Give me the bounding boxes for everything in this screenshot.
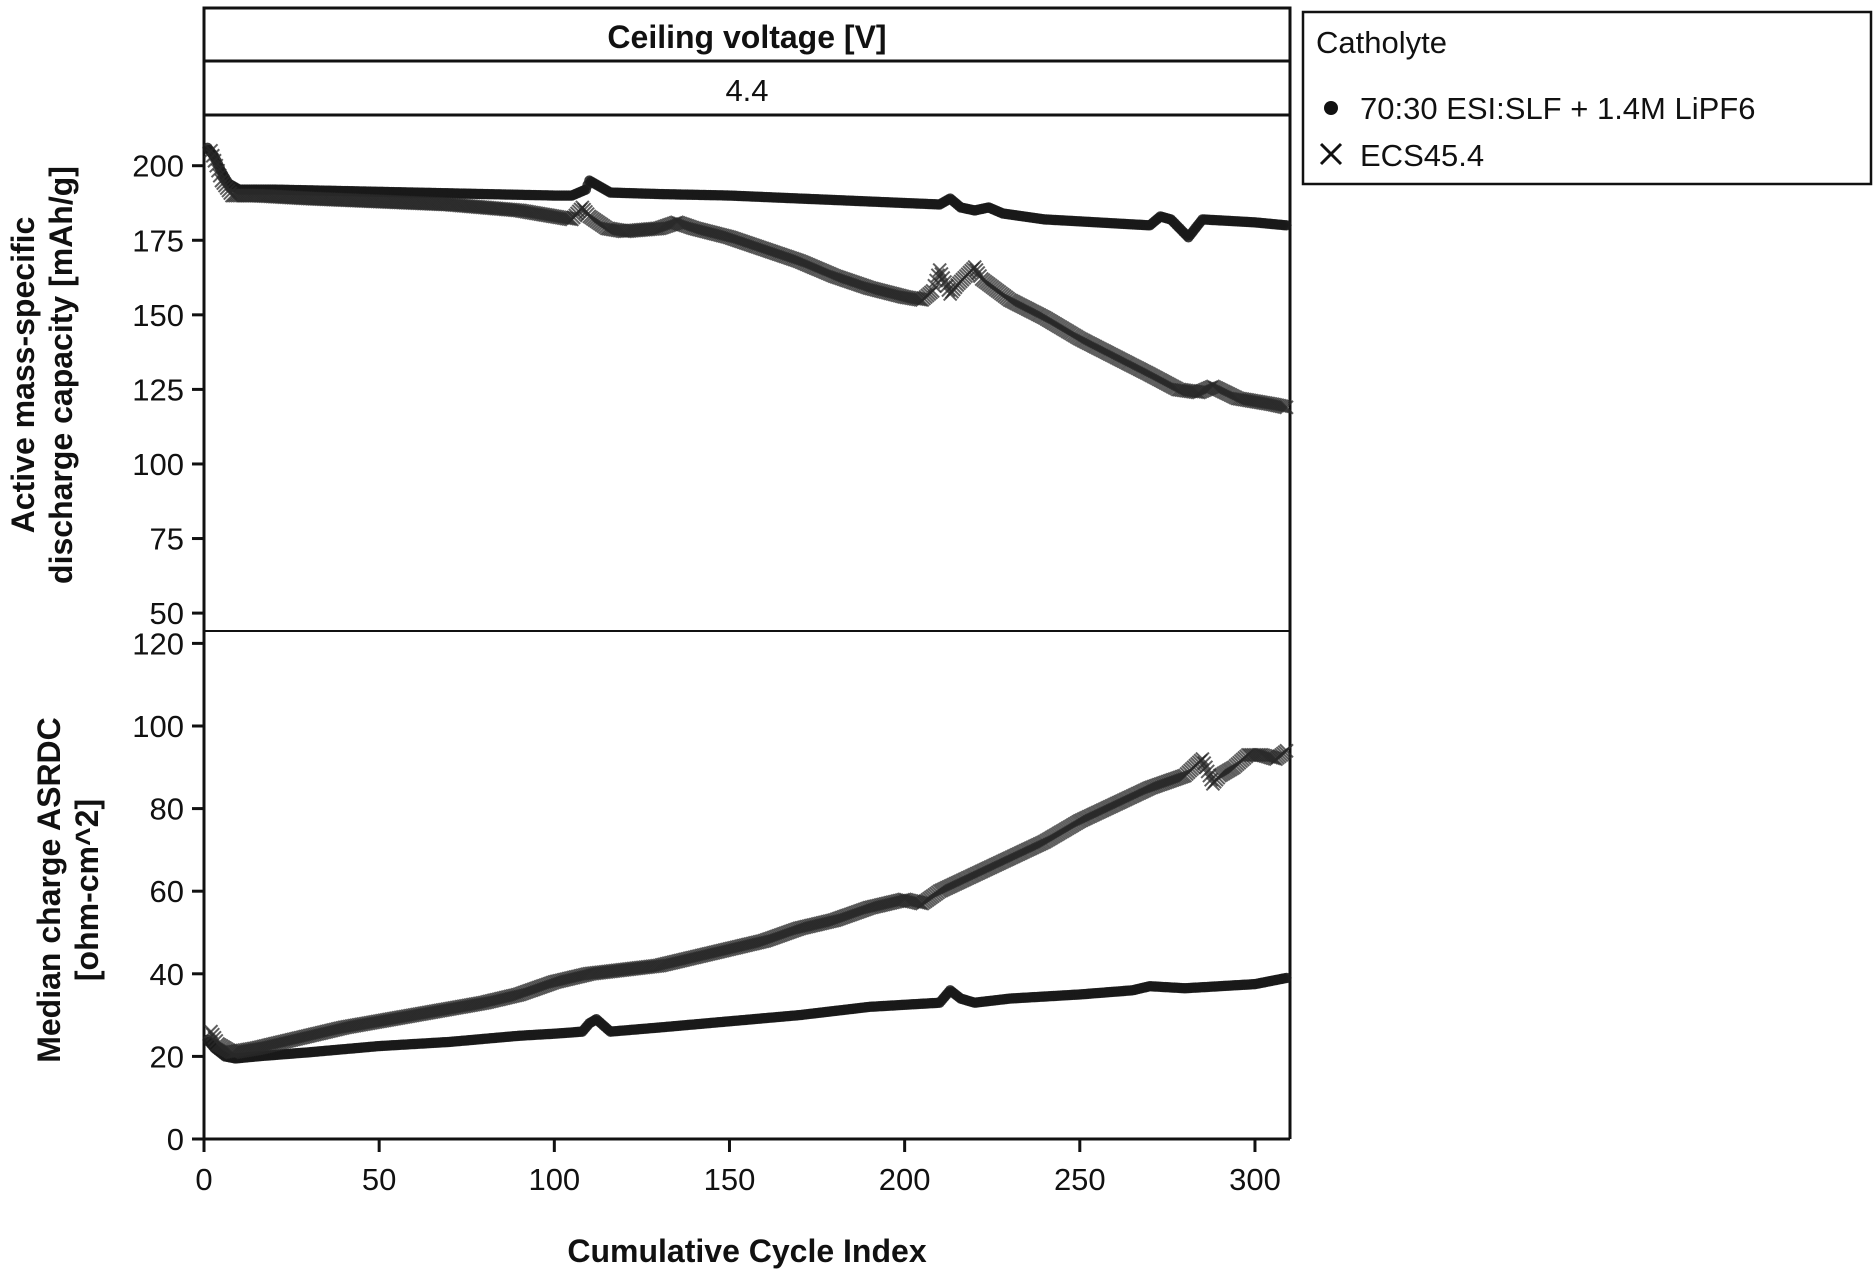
data-point [1281,972,1292,984]
y-tick-label: 100 [132,447,184,482]
bottom-panel: 0 20 40 60 80 100 120 [132,626,1294,1157]
x-tick-label: 100 [528,1162,580,1197]
legend-item-label: 70:30 ESI:SLF + 1.4M LiPF6 [1360,91,1755,126]
legend-box [1301,10,1873,186]
y-tick-label: 200 [132,149,184,184]
data-point [561,211,576,227]
legend-circle-marker-icon [1324,101,1338,115]
data-point [209,158,224,173]
data-point [932,262,947,278]
y-tick-label: 50 [150,596,184,631]
y-tick-label: 80 [150,792,184,827]
data-point [203,143,219,158]
x-axis-title: Cumulative Cycle Index [567,1233,926,1269]
y-tick-label: 175 [132,223,184,258]
y-tick-label: 150 [132,298,184,333]
series-cross [203,743,1294,1060]
y-tick-label: 60 [150,874,184,909]
data-point [1281,220,1292,231]
top-panel: 50 75 100 125 150 175 200 [132,115,1294,632]
data-point [1279,743,1294,758]
x-tick-label: 0 [195,1162,212,1197]
data-point [1198,760,1214,775]
bottom-y-axis-title-line1: Median charge ASRDC [31,717,67,1063]
data-point [1196,755,1212,771]
y-tick-label: 75 [150,522,184,557]
legend-title: Catholyte [1316,25,1447,60]
series-circle [202,972,1292,1064]
x-tick-label: 50 [362,1162,396,1197]
legend-item-label: ECS45.4 [1360,138,1484,173]
data-point [934,266,949,282]
facet-header: Ceiling voltage [V] [607,19,886,55]
data-point [205,148,220,163]
y-tick-label: 125 [132,372,184,407]
data-point [935,270,951,286]
series-cross [203,143,1294,415]
x-tick-label: 250 [1054,1162,1106,1197]
bottom-plot-area [202,743,1294,1064]
y-tick-label: 120 [132,626,184,661]
data-point [1279,400,1294,415]
legend: Catholyte 70:30 ESI:SLF + 1.4M LiPF6 ECS… [1301,10,1873,186]
x-tick-label: 150 [704,1162,756,1197]
facet-value: 4.4 [725,73,768,108]
data-point [207,153,222,168]
top-plot-area [202,142,1294,415]
top-y-axis-title-line1: Active mass-specific [5,217,41,534]
bottom-y-axis-title-line2: [ohm-cm^2] [69,799,105,981]
data-point [925,283,940,299]
data-point [1195,751,1210,767]
y-tick-label: 40 [150,957,184,992]
data-point [212,168,227,183]
facet-header-box [202,6,1292,63]
x-tick-label: 200 [879,1162,931,1197]
data-point [210,163,226,178]
x-axis: 0 50 100 150 200 250 300 [195,1139,1281,1197]
x-tick-label: 300 [1229,1162,1281,1197]
y-tick-label: 0 [167,1122,184,1157]
y-tick-label: 100 [132,709,184,744]
y-tick-label: 20 [150,1039,184,1074]
legend-cross-marker-icon [1319,142,1343,166]
bottom-y-axis: 0 20 40 60 80 100 120 [132,626,204,1157]
series-circle [202,142,1292,243]
top-y-axis-title-line2: discharge capacity [mAh/g] [43,166,79,584]
facet-value-box [202,59,1292,117]
top-y-axis: 50 75 100 125 150 175 200 [132,149,204,631]
